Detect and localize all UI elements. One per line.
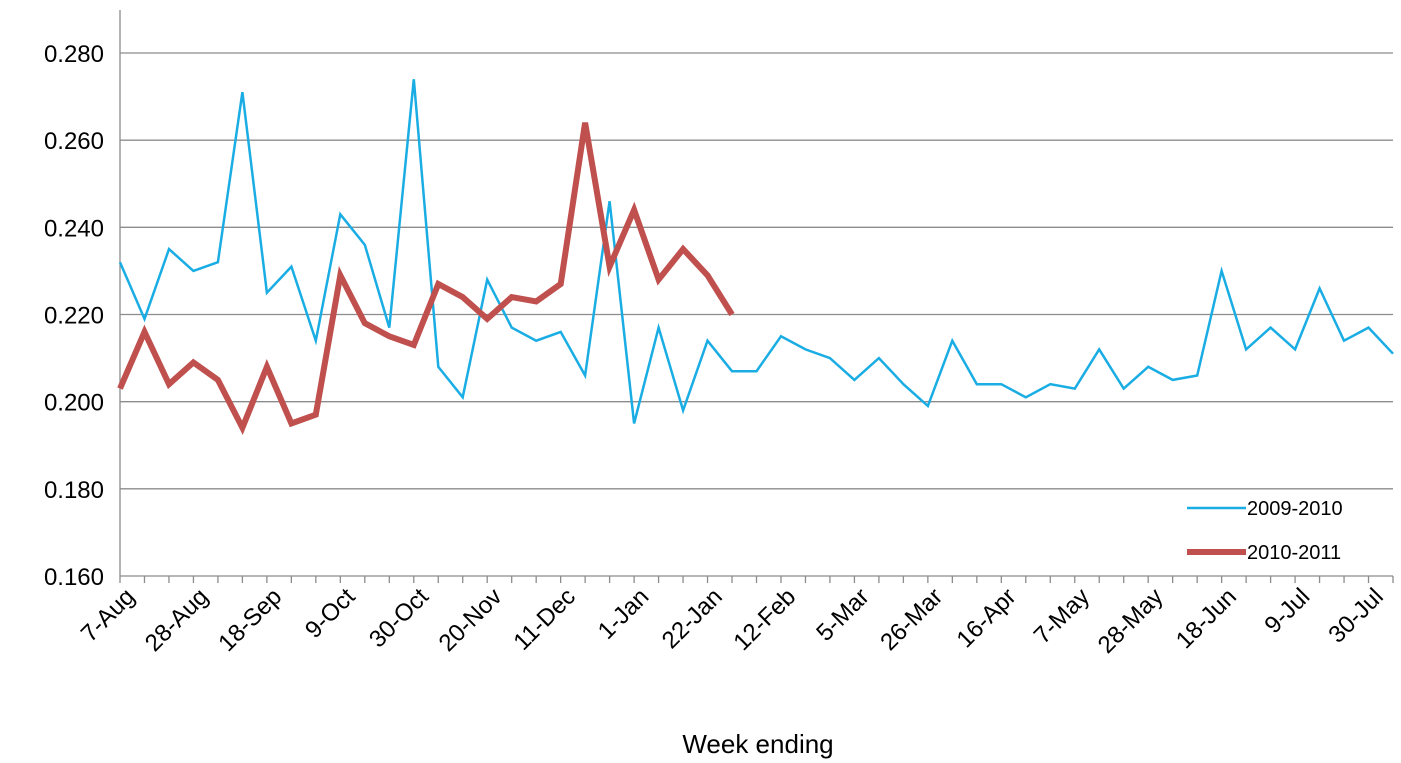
gridlines xyxy=(120,52,1393,490)
x-tick-label: 11-Dec xyxy=(508,583,581,656)
x-tick-label: 22-Jan xyxy=(657,583,728,654)
x-tick-label: 28-May xyxy=(1093,583,1169,659)
series-line-1 xyxy=(118,79,1394,424)
x-tick-label: 26-Mar xyxy=(875,583,948,656)
legend: 2009-2010 2010-2011 xyxy=(1187,498,1343,564)
x-tick-label: 1-Jan xyxy=(593,583,655,645)
y-tick-label: 0.220 xyxy=(44,303,104,330)
y-axis-ticks: 0.160 0.180 0.200 0.220 0.240 0.260 0.280 xyxy=(44,41,104,591)
x-tick-label: 7-Aug xyxy=(76,583,140,647)
x-tick-label: 18-Jun xyxy=(1171,583,1242,654)
y-tick-label: 0.180 xyxy=(44,477,104,504)
y-tick-label: 0.160 xyxy=(44,564,104,591)
x-tick-label: 28-Aug xyxy=(140,583,214,657)
series-line-2 xyxy=(117,122,735,436)
y-tick-label: 0.260 xyxy=(44,128,104,155)
x-tick-label: 30-Jul xyxy=(1323,583,1388,648)
x-axis-ticks: 7-Aug 28-Aug 18-Sep 9-Oct 30-Oct 20-Nov 11-Dec… xyxy=(76,583,1389,659)
y-tick-label: 0.240 xyxy=(44,215,104,242)
x-tick-label: 5-Mar xyxy=(811,583,874,646)
x-tick-label: 16-Apr xyxy=(952,583,1022,653)
series-lines xyxy=(117,79,1394,436)
x-tick-label: 7-May xyxy=(1029,583,1095,649)
x-tick-label: 12-Feb xyxy=(728,583,801,656)
legend-label: 2009-2010 xyxy=(1247,498,1343,520)
x-tick-label: 30-Oct xyxy=(364,583,434,653)
y-tick-label: 0.200 xyxy=(44,390,104,417)
legend-label: 2010-2011 xyxy=(1247,542,1341,564)
y-tick-label: 0.280 xyxy=(44,41,104,68)
axes xyxy=(119,10,1394,583)
x-axis-label: Week ending xyxy=(682,729,833,759)
x-tick-label: 20-Nov xyxy=(434,583,508,657)
x-tick-label: 18-Sep xyxy=(213,583,287,657)
x-tick-label: 9-Jul xyxy=(1259,583,1315,639)
x-tick-label: 9-Oct xyxy=(300,583,361,644)
